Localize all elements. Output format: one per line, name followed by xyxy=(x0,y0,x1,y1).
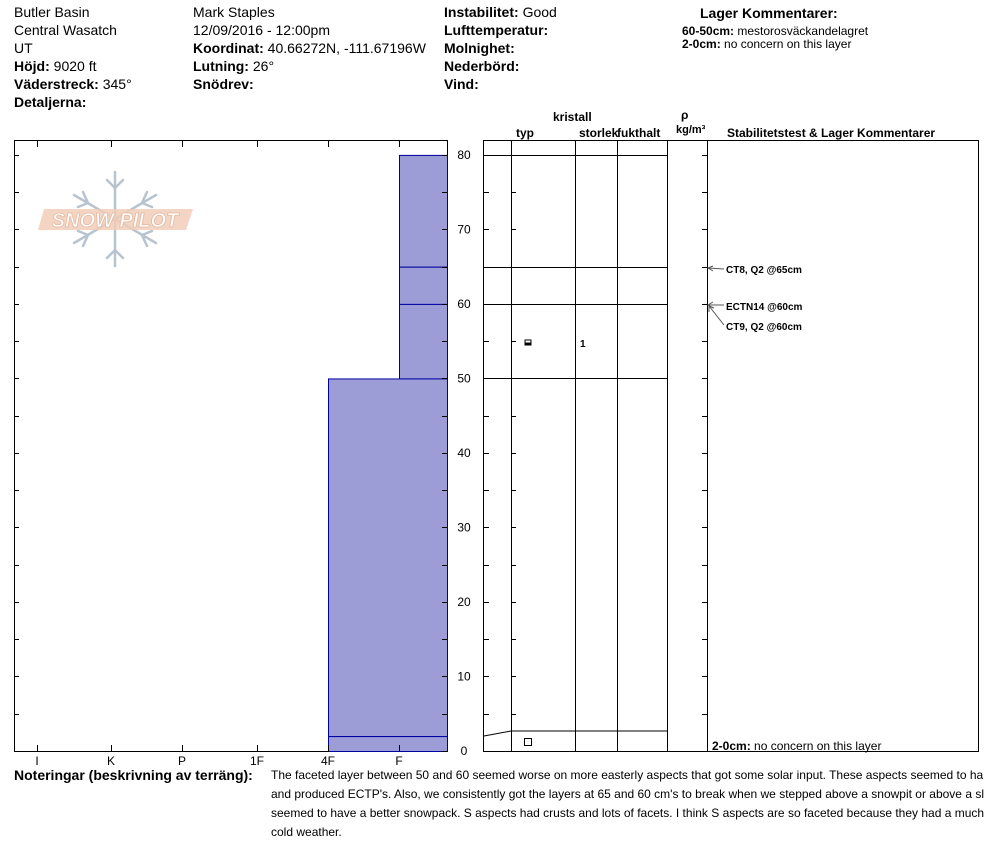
layer-comments-title: Lager Kommentarer: xyxy=(700,5,838,21)
bottom-comment-depth: 2-0cm: xyxy=(712,739,751,753)
stability-arrows xyxy=(706,265,725,326)
observation-datetime: 12/09/2016 - 12:00pm xyxy=(193,22,330,38)
depth-axis-left xyxy=(14,155,447,752)
wind-label: Vind: xyxy=(444,76,479,92)
drift-label: Snödrev: xyxy=(193,76,254,92)
slope-row: Lutning: 26° xyxy=(193,57,274,75)
notes-line: cold weather. xyxy=(271,825,342,839)
hardness-tick-label: 4F xyxy=(321,754,335,768)
crystal-table-ticks xyxy=(484,155,707,752)
bottom-layer-connector xyxy=(483,730,667,737)
layer-comment-text: no concern on this layer xyxy=(724,37,852,51)
notes-line: and produced ECTP's. Also, we consistent… xyxy=(271,787,984,801)
layer-comment-2: 2-0cm: no concern on this layer xyxy=(682,37,851,51)
hardness-layer-bar xyxy=(399,266,448,305)
hardness-layer-bar xyxy=(399,154,448,268)
stability-test-1: CT8, Q2 @65cm xyxy=(726,265,802,276)
bottom-comment-text: no concern on this layer xyxy=(754,739,882,753)
hardness-layer-bar xyxy=(399,303,448,380)
stability-column-frame xyxy=(707,140,979,752)
range-name: Central Wasatch xyxy=(14,22,117,38)
aspect-value: 345° xyxy=(102,76,132,92)
depth-tick-label: 40 xyxy=(457,446,471,460)
layer-comment-text: mestorosväckandelagret xyxy=(737,24,869,38)
layer-comment-depth: 2-0cm: xyxy=(682,37,721,51)
density-header: kg/m³ xyxy=(676,124,706,136)
faceted-depth-hoar-icon xyxy=(524,339,532,346)
depth-tick-label: 60 xyxy=(457,297,471,311)
hardness-tick-label: K xyxy=(107,754,115,768)
snow-pilot-logo: SNOW PILOT xyxy=(38,170,193,268)
details-label: Detaljerna: xyxy=(14,94,87,110)
instability-label: Instabilitet: xyxy=(444,4,519,20)
elevation-label: Höjd: xyxy=(14,58,50,74)
hardness-tick-label: P xyxy=(178,754,186,768)
hardness-tick-label: 1F xyxy=(250,754,264,768)
elevation-value: 9020 ft xyxy=(53,58,97,74)
crystal-size-value: 1 xyxy=(580,339,586,350)
hardness-tick-label: I xyxy=(35,754,38,768)
depth-tick-label: 50 xyxy=(457,371,471,385)
coordinate-value: 40.66272N, -111.67196W xyxy=(267,40,426,56)
rho-header: ρ xyxy=(681,108,689,122)
logo-text: SNOW PILOT xyxy=(52,210,180,232)
depth-tick-label: 70 xyxy=(457,222,471,236)
airtemp-label: Lufttemperatur: xyxy=(444,22,549,38)
layer-comment-1: 60-50cm: mestorosväckandelagret xyxy=(682,24,868,38)
hardness-layers xyxy=(328,154,448,752)
instability-row: Instabilitet: Good xyxy=(444,3,557,21)
slope-label: Lutning: xyxy=(193,58,249,74)
notes-line: The faceted layer between 50 and 60 seem… xyxy=(271,768,984,782)
coordinate-row: Koordinat: 40.66272N, -111.67196W xyxy=(193,39,426,57)
elevation-row: Höjd: 9020 ft xyxy=(14,57,96,75)
coordinate-label: Koordinat: xyxy=(193,40,264,56)
notes-line: seemed to have a better snowpack. S aspe… xyxy=(271,806,985,820)
depth-tick-label: 80 xyxy=(457,148,471,162)
hardness-tick-label: F xyxy=(395,754,402,768)
sky-label: Molnighet: xyxy=(444,40,515,56)
depth-axis-labels: 0 10 20 30 40 50 60 70 80 xyxy=(457,148,471,758)
hardness-layer-bar xyxy=(328,736,448,752)
notes-label: Noteringar (beskrivning av terräng): xyxy=(14,767,253,783)
state-name: UT xyxy=(14,40,33,56)
hardness-layer-bar xyxy=(328,378,448,738)
instability-value: Good xyxy=(522,4,557,20)
stability-test-2: ECTN14 @60cm xyxy=(726,302,803,313)
size-header: storlek xyxy=(579,126,619,140)
crystal-table-frame xyxy=(483,140,708,752)
aspect-row: Väderstreck: 345° xyxy=(14,75,132,93)
observer-name: Mark Staples xyxy=(193,4,275,20)
stability-test-3: CT9, Q2 @60cm xyxy=(726,322,802,333)
layer-comment-depth: 60-50cm: xyxy=(682,24,735,38)
aspect-label: Väderstreck: xyxy=(14,76,99,92)
depth-tick-label: 20 xyxy=(457,595,471,609)
type-header: typ xyxy=(516,126,534,140)
hardness-axis: I K P 1F 4F F xyxy=(35,140,403,768)
stability-header: Stabilitetstest & Lager Kommentarer xyxy=(727,126,936,140)
depth-tick-label: 0 xyxy=(461,744,468,758)
notes-text: The faceted layer between 50 and 60 seem… xyxy=(271,766,994,846)
location-name: Butler Basin xyxy=(14,4,90,20)
depth-tick-label: 10 xyxy=(457,669,471,683)
precip-label: Nederbörd: xyxy=(444,58,520,74)
crystal-header: kristall xyxy=(553,110,592,124)
slope-value: 26° xyxy=(252,58,275,74)
bottom-layer-comment: 2-0cm: no concern on this layer xyxy=(712,739,881,753)
faceted-square-icon xyxy=(524,738,532,746)
depth-tick-label: 30 xyxy=(457,520,471,534)
moisture-header: fukthalt xyxy=(617,126,661,140)
